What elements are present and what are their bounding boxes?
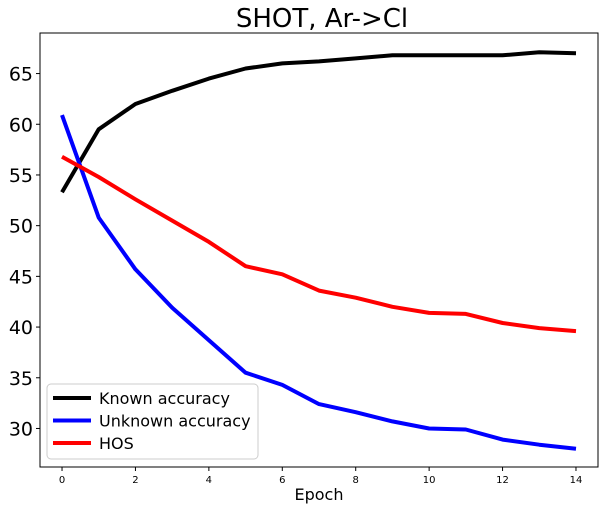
x-axis: 0 2 4 6 8 10 12 14 [59,467,583,486]
legend: Known accuracy Unknown accuracy HOS [46,383,259,460]
plot-area [39,32,599,468]
y-axis: 30 35 40 45 50 55 60 65 [9,64,40,440]
legend-box [46,383,259,460]
y-tick-label: 45 [9,266,33,288]
y-tick-label: 65 [9,64,33,86]
plot-frame [39,32,599,468]
series-line-0 [60,50,577,194]
legend-label-0: Known accuracy [99,389,230,408]
series-line-1 [60,114,577,451]
x-tick-label: 14 [570,475,583,486]
x-tick-label: 8 [353,475,359,486]
x-tick-label: 0 [59,475,65,486]
legend-label-2: HOS [99,434,134,453]
y-tick-label: 35 [9,368,33,390]
y-tick-label: 40 [9,317,33,339]
x-tick-label: 12 [496,475,509,486]
series-line-2 [61,154,577,334]
chart-title: SHOT, Ar->Cl [236,4,408,34]
y-tick-label: 50 [9,216,33,238]
x-tick-label: 2 [132,475,138,486]
y-tick-label: 60 [9,114,33,136]
x-axis-label: Epoch [295,485,344,504]
x-tick-label: 4 [206,475,212,486]
x-tick-label: 6 [279,475,285,486]
y-tick-label: 55 [9,165,33,187]
legend-label-1: Unknown accuracy [99,412,251,431]
y-tick-label: 30 [9,418,33,440]
x-tick-label: 10 [423,475,436,486]
